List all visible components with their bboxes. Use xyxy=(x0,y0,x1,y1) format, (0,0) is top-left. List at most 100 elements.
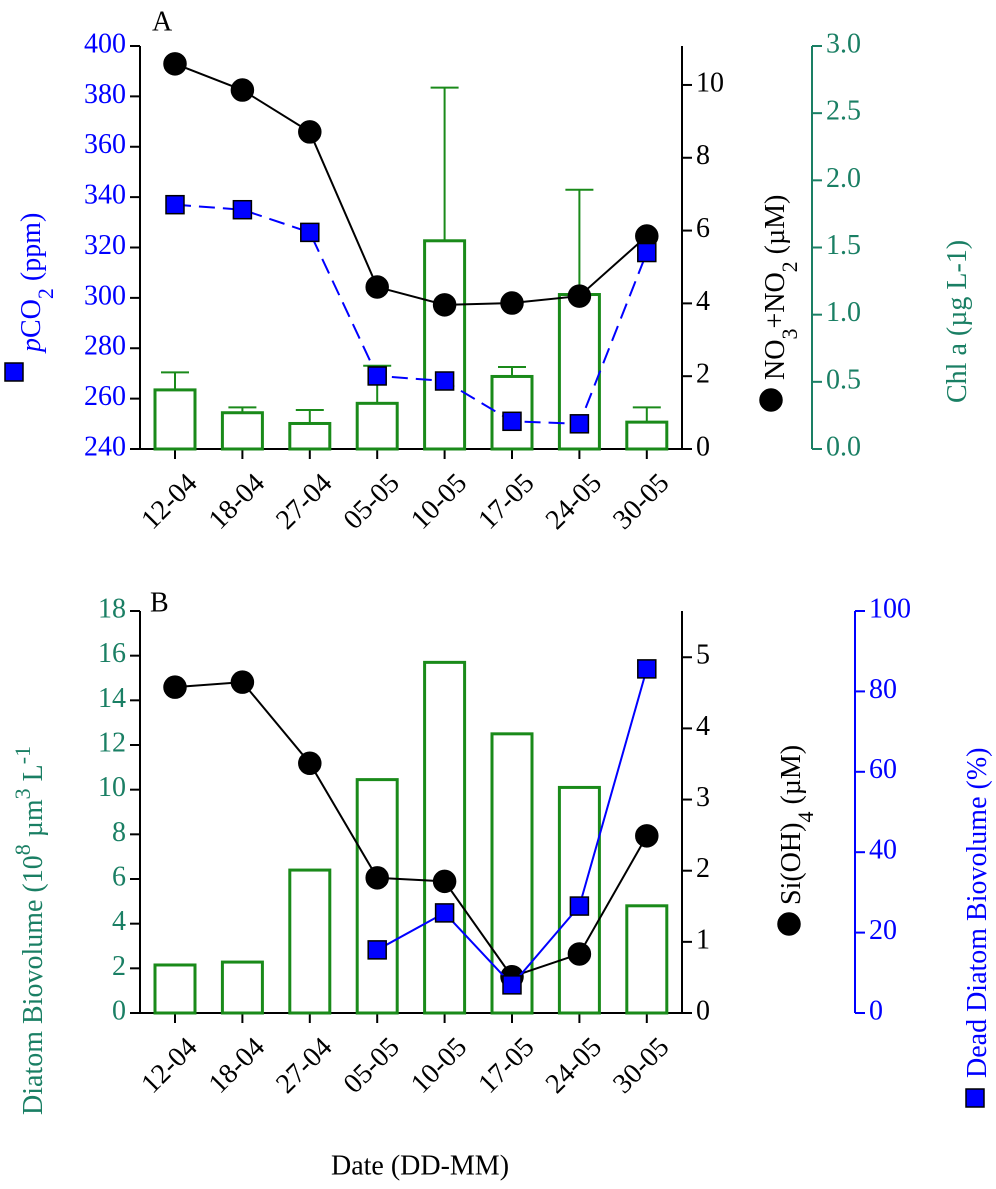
bar xyxy=(625,420,669,451)
x-tick-label: 10-05 xyxy=(405,468,473,536)
y2-tick-label: 8 xyxy=(696,140,710,171)
y-tick-label: 360 xyxy=(84,129,126,160)
y2-tick-label: 3 xyxy=(696,782,710,813)
label-part: Chl a (µg L-1) xyxy=(942,240,973,403)
marker xyxy=(298,751,322,776)
y3-tick-label: 2.0 xyxy=(826,163,861,194)
legend-marker xyxy=(4,362,24,382)
y-tick-label: 280 xyxy=(84,331,126,362)
label-part: (µM) xyxy=(760,195,791,262)
marker xyxy=(567,284,592,308)
y-tick-label: 260 xyxy=(84,381,126,412)
marker xyxy=(367,366,387,386)
label-part: 3 xyxy=(777,329,802,340)
x-tick-label: 17-05 xyxy=(472,468,540,536)
bar xyxy=(490,732,534,1015)
bar xyxy=(220,411,264,451)
y2-label: NO3+NO2 (µM) xyxy=(760,195,802,380)
y3-label: Chl a (µg L-1) xyxy=(942,240,973,403)
label-part: CO xyxy=(16,299,47,338)
x-tick-label: 10-05 xyxy=(405,1032,473,1100)
x-tick-label: 18-04 xyxy=(203,1032,271,1100)
y-tick-label: 0 xyxy=(112,995,126,1026)
legend-marker xyxy=(965,1088,985,1108)
marker xyxy=(230,670,255,694)
x-tick-label: 05-05 xyxy=(338,468,406,536)
y2-tick-label: 4 xyxy=(696,286,710,317)
y3-tick-label: 40 xyxy=(869,835,897,866)
y2-tick-label: 1 xyxy=(696,924,710,955)
marker xyxy=(300,222,320,243)
label-part: 3 xyxy=(10,788,35,799)
y3-tick-label: 100 xyxy=(869,593,911,624)
marker xyxy=(230,78,255,102)
panel-label: A xyxy=(152,6,173,37)
y-tick-label: 400 xyxy=(84,28,126,59)
x-tick-label: 30-05 xyxy=(607,468,675,536)
label-part: (µM) xyxy=(776,745,807,812)
y3-tick-label: 0.0 xyxy=(826,431,861,462)
y2-tick-label: 10 xyxy=(696,67,724,98)
marker xyxy=(365,866,389,890)
y3-tick-label: 0.5 xyxy=(826,364,861,395)
x-tick-label: 05-05 xyxy=(338,1032,406,1100)
marker xyxy=(232,199,253,220)
bar xyxy=(423,239,467,451)
line xyxy=(174,203,648,425)
label-part: +NO xyxy=(760,272,791,328)
bar xyxy=(153,388,197,451)
x-tick-label: 17-05 xyxy=(472,1032,540,1100)
legend-marker xyxy=(777,912,801,936)
y2-tick-label: 6 xyxy=(696,213,710,244)
bar xyxy=(355,778,399,1015)
y3-tick-label: 0 xyxy=(869,995,883,1026)
x-tick-label: 18-04 xyxy=(203,468,271,536)
bar xyxy=(625,904,669,1015)
y-tick-label: 4 xyxy=(112,906,126,937)
y3-label: Dead Diatom Biovolume (%) xyxy=(962,748,993,1078)
y2-tick-label: 0 xyxy=(696,995,710,1026)
marker xyxy=(637,659,657,679)
label-part: Si(OH) xyxy=(776,823,807,905)
label-part: 2 xyxy=(777,261,802,272)
y3-tick-label: 3.0 xyxy=(826,28,861,59)
label-part: Dead Diatom Biovolume (%) xyxy=(962,748,993,1078)
label-part: p xyxy=(16,338,47,354)
marker xyxy=(500,291,524,315)
y-tick-label: 300 xyxy=(84,280,126,311)
legend-marker xyxy=(759,388,783,412)
marker xyxy=(569,414,590,434)
x-tick-label: 30-05 xyxy=(607,1032,675,1100)
bar xyxy=(288,421,332,451)
x-tick-label: 24-05 xyxy=(540,468,608,536)
y2-tick-label: 5 xyxy=(696,640,710,671)
y2-tick-label: 2 xyxy=(696,853,710,884)
x-tick-label: 27-04 xyxy=(270,468,338,536)
y3-tick-label: 1.5 xyxy=(826,230,861,261)
y3-tick-label: 2.5 xyxy=(826,96,861,127)
marker xyxy=(434,371,455,391)
marker xyxy=(637,242,657,263)
panel-label: B xyxy=(150,587,169,618)
marker xyxy=(298,120,322,144)
y-tick-label: 380 xyxy=(84,79,126,110)
y-label: pCO2 (ppm) xyxy=(16,213,58,354)
y-tick-label: 16 xyxy=(98,638,126,669)
bar xyxy=(355,401,399,451)
y-tick-label: 6 xyxy=(112,861,126,892)
marker xyxy=(365,275,389,299)
x-tick-label: 27-04 xyxy=(270,1032,338,1100)
marker xyxy=(434,903,455,923)
y-tick-label: 320 xyxy=(84,230,126,261)
y-tick-label: 14 xyxy=(98,683,126,714)
marker xyxy=(432,293,457,317)
y-tick-label: 240 xyxy=(84,431,126,462)
bar xyxy=(490,374,534,451)
marker xyxy=(635,824,659,848)
marker xyxy=(432,869,457,894)
line xyxy=(174,681,648,978)
marker xyxy=(502,411,522,432)
marker xyxy=(502,975,522,995)
y-tick-label: 12 xyxy=(98,727,126,758)
